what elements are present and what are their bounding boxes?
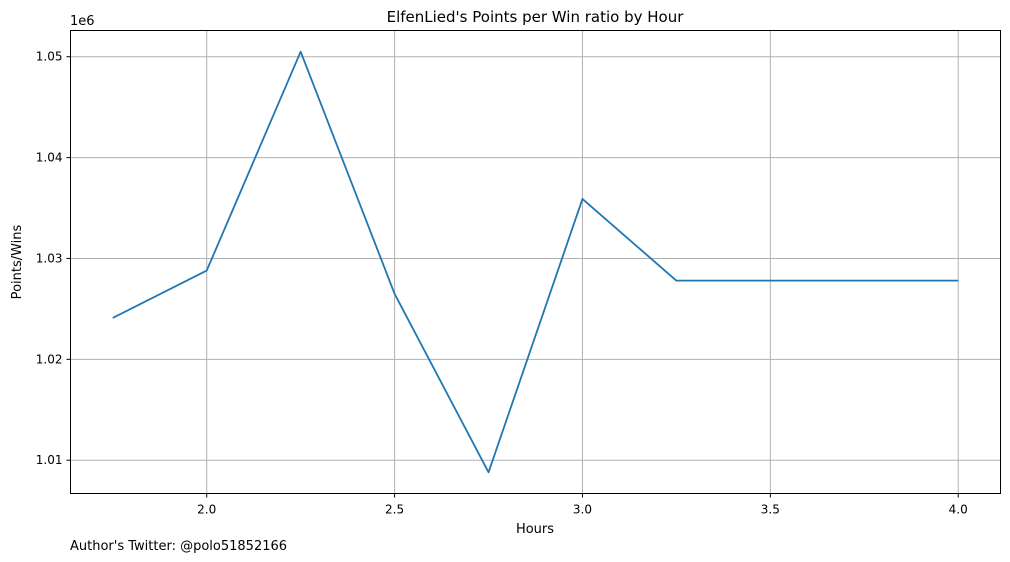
y-tick-label: 1.01	[36, 453, 63, 467]
series-layer	[112, 50, 959, 474]
y-axis-label: Points/Wins	[10, 224, 25, 299]
x-tick-label: 3.0	[573, 503, 592, 517]
y-tick-label: 1.04	[36, 151, 63, 165]
y-tick-label: 1.02	[36, 352, 63, 366]
series-line	[112, 50, 959, 474]
y-tick-label: 1.05	[36, 50, 63, 64]
grid-layer	[70, 30, 1001, 494]
x-tick-label: 4.0	[949, 503, 968, 517]
chart-title: ElfenLied's Points per Win ratio by Hour	[387, 8, 685, 26]
x-tick-label: 3.5	[761, 503, 780, 517]
x-tick-label: 2.0	[197, 503, 216, 517]
y-offset-label: 1e6	[70, 14, 95, 29]
x-tick-label: 2.5	[385, 503, 404, 517]
tick-layer: 2.0 2.5 3.0 3.5 4.0 1.01 1.02 1.03 1.04 1.05	[36, 50, 968, 517]
plot-frame	[70, 30, 1001, 494]
x-axis-label: Hours	[516, 522, 554, 537]
author-credit: Author's Twitter: @polo51852166	[70, 539, 287, 554]
y-tick-label: 1.03	[36, 251, 63, 265]
